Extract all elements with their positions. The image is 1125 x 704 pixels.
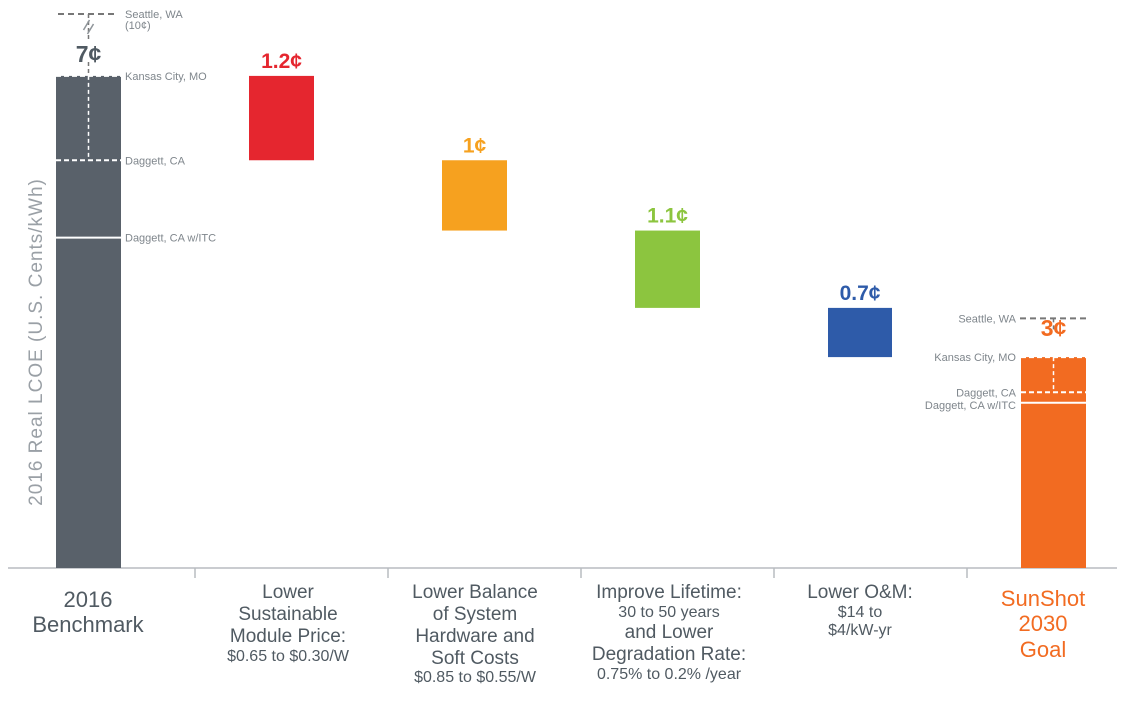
bar-om	[828, 307, 892, 358]
goal-location-label-daggett-itc: Daggett, CA w/ITC	[925, 400, 1016, 412]
category-label-om: Lower O&M: $14 to $4/kW-yr	[807, 582, 913, 640]
y-axis-label: 2016 Real LCOE (U.S. Cents/kWh)	[26, 178, 47, 506]
value-label-lifetime: 1.1¢	[647, 205, 688, 228]
goal-location-label-kansas-city: Kansas City, MO	[934, 352, 1016, 364]
bar-module	[249, 75, 314, 161]
value-label-om: 0.7¢	[840, 282, 881, 305]
benchmark-location-label-daggett: Daggett, CA	[125, 155, 186, 167]
y-axis-label-wrap: 2016 Real LCOE (U.S. Cents/kWh)	[22, 122, 52, 562]
benchmark-location-label-seattle: Seattle, WA	[125, 9, 183, 21]
value-label-bos: 1¢	[463, 134, 487, 157]
category-label-goal: SunShot 2030 Goal	[1000, 586, 1086, 662]
category-label-benchmark: 2016 Benchmark	[32, 587, 144, 638]
benchmark-location-label-daggett-itc: Daggett, CA w/ITC	[125, 233, 216, 245]
goal-location-label-seattle: Seattle, WA	[958, 313, 1016, 325]
axis-break-mark-1	[82, 19, 91, 31]
axis-break-mark-2	[86, 23, 95, 35]
value-label-module: 1.2¢	[261, 50, 302, 73]
benchmark-location-label-kansas-city: Kansas City, MO	[125, 71, 207, 83]
category-label-bos: Lower Balance of System Hardware and Sof…	[412, 582, 538, 687]
bar-bos	[442, 160, 507, 231]
goal-location-label-daggett: Daggett, CA	[956, 387, 1017, 399]
category-label-module: Lower Sustainable Module Price: $0.65 to…	[227, 582, 349, 665]
bar-benchmark	[56, 75, 121, 569]
bar-lifetime	[635, 230, 700, 308]
benchmark-location-sublabel-seattle: (10¢)	[125, 20, 151, 32]
category-label-lifetime: Improve Lifetime: 30 to 50 years and Low…	[591, 582, 747, 683]
